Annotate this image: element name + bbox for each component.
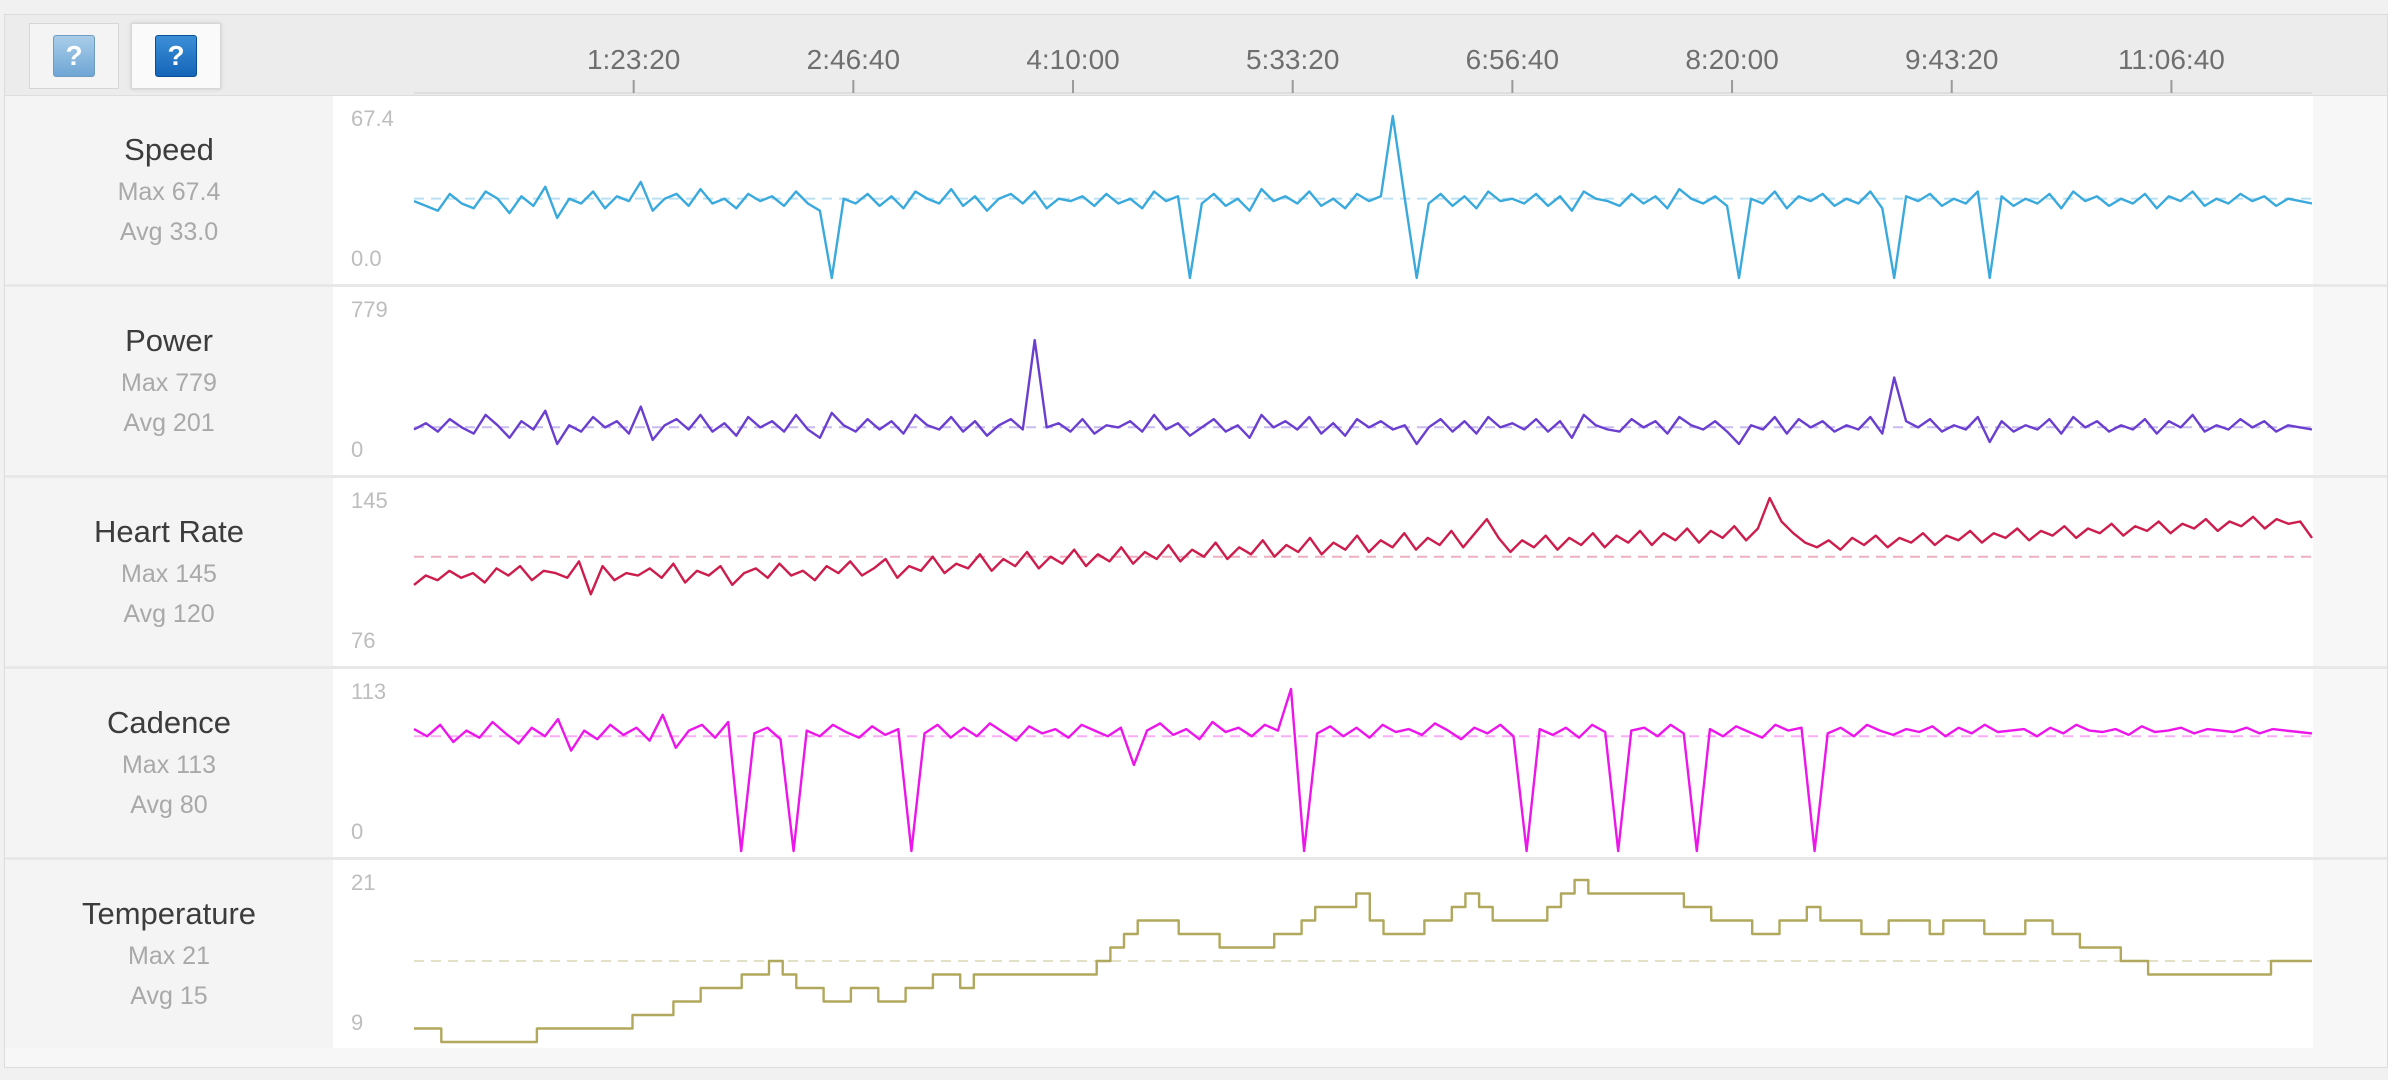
power-row: Power Max 779 Avg 201 <box>5 287 2387 475</box>
cadence-series-line <box>413 687 2313 853</box>
power-series-line <box>413 338 2313 446</box>
x-tick-label: 2:46:40 <box>807 44 900 75</box>
power-plot-area[interactable] <box>333 287 2313 475</box>
x-tick-label: 5:33:20 <box>1246 44 1339 75</box>
metric-avg: Avg 15 <box>130 982 208 1010</box>
y-axis-max-label: 67.4 <box>351 106 394 131</box>
metric-max: Max 67.4 <box>117 178 221 206</box>
metric-title: Temperature <box>81 896 257 931</box>
y-axis-min-label: 9 <box>351 1010 363 1035</box>
temperature-label-panel: Temperature Max 21 Avg 15 <box>5 860 333 1048</box>
heart-rate-row: Heart Rate Max 145 Avg 120 <box>5 478 2387 666</box>
metric-max: Max 21 <box>128 942 210 970</box>
metric-max: Max 113 <box>121 751 217 779</box>
metric-title: Heart Rate <box>94 514 244 549</box>
x-tick-label: 8:20:00 <box>1685 44 1778 75</box>
temperature-row: Temperature Max 21 Avg 15 <box>5 860 2387 1048</box>
row-divider <box>5 666 2387 669</box>
row-divider <box>5 475 2387 478</box>
metric-title: Power <box>125 323 213 358</box>
y-axis-max-label: 21 <box>351 870 375 895</box>
row-divider <box>5 857 2387 860</box>
speed-series-line <box>413 114 2313 280</box>
help-button-1[interactable]: ? <box>29 23 119 89</box>
x-tick-label: 11:06:40 <box>2118 44 2225 75</box>
y-axis-min-label: 0.0 <box>351 246 382 271</box>
x-tick-label: 6:56:40 <box>1466 44 1559 75</box>
heart-rate-series-line <box>413 496 2313 596</box>
metric-max: Max 145 <box>121 560 217 588</box>
metric-avg: Avg 120 <box>123 600 215 628</box>
y-axis-max-label: 113 <box>351 679 386 704</box>
cadence-plot-area[interactable] <box>333 669 2313 857</box>
metric-title: Cadence <box>106 705 232 740</box>
chart-panel: ? ? Speed Max 67.4 Avg 33.0 Power Max 77… <box>4 14 2388 1068</box>
y-axis-min-label: 0 <box>351 437 363 462</box>
y-axis-max-label: 779 <box>351 297 388 322</box>
time-axis-header: ? ? <box>5 15 2387 96</box>
cadence-label-panel: Cadence Max 113 Avg 80 <box>5 669 333 857</box>
metric-avg: Avg 201 <box>123 409 215 437</box>
help-button-2[interactable]: ? <box>131 23 221 89</box>
help-icon: ? <box>53 35 95 77</box>
cadence-row: Cadence Max 113 Avg 80 <box>5 669 2387 857</box>
temperature-series-line <box>414 878 2312 1044</box>
x-tick-label: 4:10:00 <box>1026 44 1119 75</box>
x-tick-label: 9:43:20 <box>1905 44 1998 75</box>
heart-rate-label-panel: Heart Rate Max 145 Avg 120 <box>5 478 333 666</box>
row-divider <box>5 284 2387 287</box>
y-axis-max-label: 145 <box>351 488 388 513</box>
speed-label-panel: Speed Max 67.4 Avg 33.0 <box>5 96 333 284</box>
power-label-panel: Power Max 779 Avg 201 <box>5 287 333 475</box>
heart-rate-plot-area[interactable] <box>333 478 2313 666</box>
chart-svg: 1:23:20 2:46:40 4:10:00 5:33:20 6:56:40 8:20:… <box>351 44 2313 1044</box>
y-axis-min-label: 0 <box>351 819 363 844</box>
metric-avg: Avg 33.0 <box>119 218 219 246</box>
metric-max: Max 779 <box>121 369 217 397</box>
help-icon: ? <box>155 35 197 77</box>
speed-row: Speed Max 67.4 Avg 33.0 <box>5 96 2387 284</box>
metric-avg: Avg 80 <box>130 791 208 819</box>
x-tick-label: 1:23:20 <box>587 44 680 75</box>
temperature-plot-area[interactable] <box>333 860 2313 1048</box>
speed-plot-area[interactable] <box>333 96 2313 284</box>
metric-title: Speed <box>124 132 214 167</box>
y-axis-min-label: 76 <box>351 628 375 653</box>
